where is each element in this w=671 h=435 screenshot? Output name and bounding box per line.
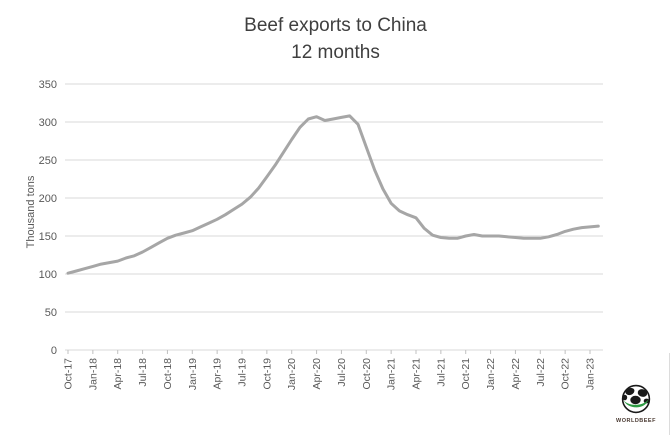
y-tick-label: 50 [45,307,57,319]
y-tick-label: 350 [39,79,57,91]
chart-title-block: Beef exports to China 12 months [0,12,671,66]
x-tick-label: Jan-18 [87,358,99,390]
y-tick-label: 100 [39,269,57,281]
x-tick-label: Apr-21 [411,358,423,390]
chart-subtitle: 12 months [291,42,380,63]
x-tick-label: Jan-20 [286,358,298,390]
x-tick-label: Jul-19 [237,358,249,387]
x-tick-label: Jul-22 [535,358,547,387]
x-tick-label: Apr-19 [212,358,224,390]
y-tick-label: 250 [39,155,57,167]
globe-icon [621,384,651,414]
x-tick-label: Oct-19 [261,358,273,390]
chart-title: Beef exports to China [244,15,427,36]
worldbeef-logo: WORLDBEEF [611,384,661,428]
x-tick-label: Jul-21 [435,358,447,387]
x-tick-label: Oct-20 [361,358,373,390]
y-tick-label: 150 [39,231,57,243]
x-tick-label: Apr-20 [311,358,323,390]
y-tick-label: 0 [51,345,57,357]
logo-text: WORLDBEEF [616,418,656,424]
x-tick-label: Jul-20 [336,358,348,387]
x-tick-label: Jan-22 [485,358,497,390]
x-tick-label: Oct-21 [460,358,472,390]
x-tick-label: Jan-19 [187,358,199,390]
x-tick-label: Oct-18 [162,358,174,390]
data-series-line [66,114,600,275]
x-tick-label: Oct-17 [63,358,75,390]
x-tick-label: Oct-22 [560,358,572,390]
y-tick-label: 300 [39,117,57,129]
x-tick-label: Jan-21 [386,358,398,390]
x-tick-label: Apr-18 [112,358,124,390]
x-tick-label: Jan-23 [585,358,597,390]
right-edge-divider [669,353,670,435]
x-tick-label: Apr-22 [510,358,522,390]
x-tick-label: Jul-18 [137,358,149,387]
y-tick-label: 200 [39,193,57,205]
